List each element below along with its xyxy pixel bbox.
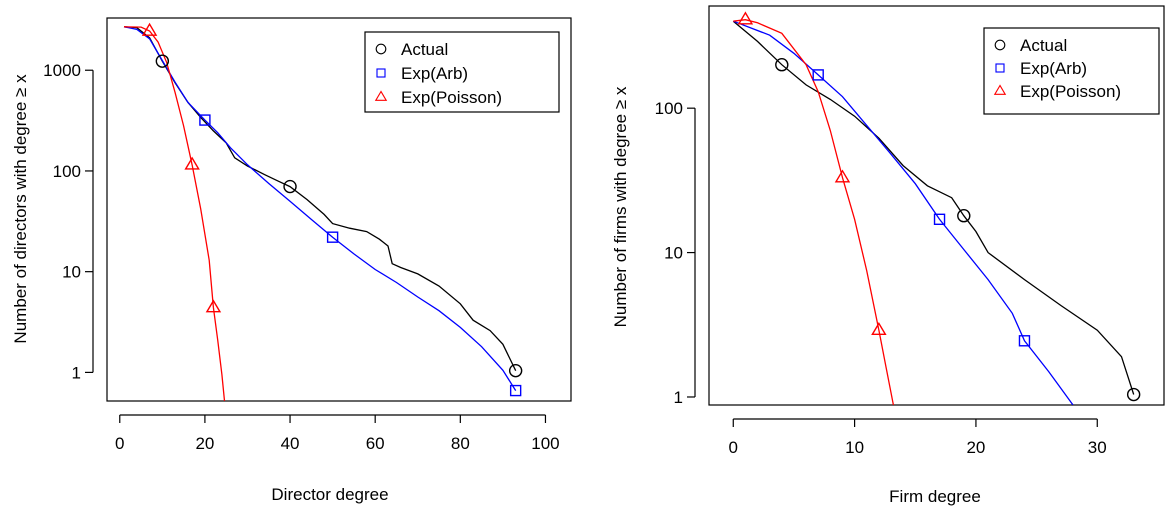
data-point-3 [737,11,754,25]
data-point-2 [812,69,824,81]
x-tick-label: 40 [281,434,300,453]
chart-1: 0 20 40 60 80 100 1 10 100 1000 Director degree Num… [11,17,572,504]
data-point-1 [508,363,523,378]
legend-box [983,27,1160,115]
data-point-1 [1126,387,1141,402]
chart-2: 0 10 20 30 1 10 100 Firm degree Number of firms … [611,5,1165,506]
legend-label-2: Exp(Arb) [1020,59,1087,78]
legend-marker-1 [994,39,1006,51]
data-point-2 [326,231,339,243]
legend-label-3: Exp(Poisson) [401,88,502,107]
data-point-1 [283,179,297,194]
data-point-3 [141,22,158,36]
legend: Actual Exp(Arb) Exp(Poisson) [983,27,1160,115]
legend-label-2: Exp(Arb) [401,64,468,83]
x-axis-label: Firm degree [889,487,981,506]
data-point-2 [933,213,946,226]
legend-label-1: Actual [401,40,448,59]
x-tick-label: 0 [115,434,124,453]
legend-label-1: Actual [1020,36,1067,55]
data-point-3 [834,169,851,183]
x-tick-label: 60 [366,434,385,453]
legend-marker-3 [993,84,1007,95]
x-tick-label: 30 [1088,438,1107,457]
y-tick-label: 10 [664,244,683,263]
x-tick-label: 0 [729,438,738,457]
data-point-3 [205,299,222,313]
data-point-2 [1018,335,1031,347]
data-point-2 [199,114,211,126]
plot-frame [708,5,1165,406]
series-area [732,19,1135,405]
data-point-3 [184,156,200,170]
y-tick-label: 10 [62,263,81,282]
data-point-1 [775,58,789,72]
x-axis-label: Director degree [271,485,388,504]
series-line-2 [733,20,1074,405]
legend: Actual Exp(Arb) Exp(Poisson) [364,31,560,113]
x-tick-label: 20 [966,438,985,457]
y-tick-label: 100 [53,162,81,181]
y-tick-label: 1 [674,388,683,407]
x-tick-label: 100 [531,434,559,453]
legend-marker-1 [375,43,387,55]
data-point-3 [871,321,887,336]
x-tick-label: 80 [451,434,470,453]
legend-marker-2 [376,68,386,78]
legend-label-3: Exp(Poisson) [1020,82,1121,101]
y-tick-label: 100 [655,99,683,118]
legend-marker-3 [374,90,388,101]
series-area [123,26,517,401]
data-point-1 [155,54,170,68]
series-line-1 [732,20,1135,395]
x-tick-label: 10 [845,438,864,457]
legend-marker-2 [995,63,1005,73]
legend-box [364,31,560,113]
data-point-2 [509,384,522,397]
series-line-3 [733,19,895,405]
y-axis-label: Number of directors with degree ≥ x [11,74,30,344]
x-tick-label: 20 [195,434,214,453]
plot-frame [106,17,572,402]
series-line-2 [123,26,517,391]
y-tick-label: 1000 [43,61,81,80]
data-point-1 [957,209,971,223]
y-axis-label: Number of firms with degree ≥ x [611,86,630,327]
y-tick-label: 1 [72,363,81,382]
series-line-3 [123,26,226,401]
